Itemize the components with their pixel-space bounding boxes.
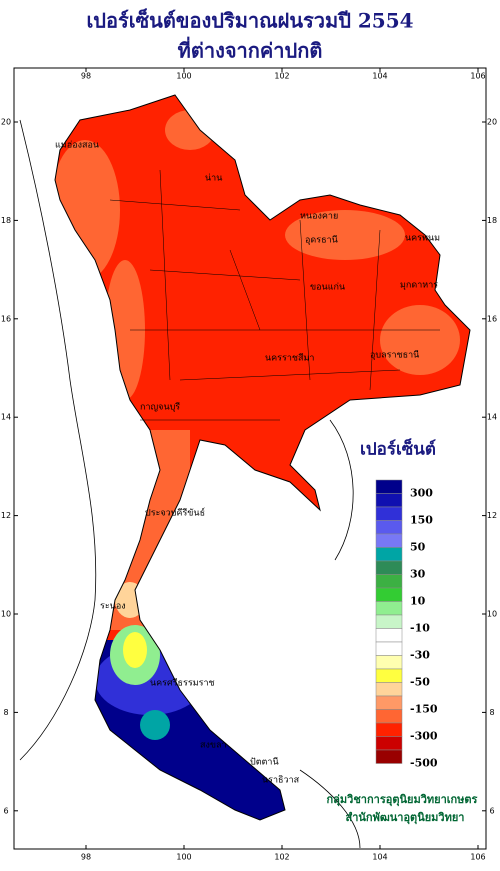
y-tick-label: 14 bbox=[1, 413, 11, 422]
y-tick-label: 10 bbox=[1, 610, 11, 619]
place-label: นครราชสีมา bbox=[265, 353, 314, 364]
place-label: นครศรีธรรมราช bbox=[150, 678, 215, 689]
legend-swatch bbox=[375, 722, 403, 737]
y-tick-label: 18 bbox=[487, 216, 497, 225]
legend-swatch bbox=[375, 682, 403, 697]
y-tick-label: 10 bbox=[487, 610, 497, 619]
x-tick-label: 106 bbox=[470, 853, 485, 862]
place-label: อุดรธานี bbox=[305, 235, 338, 246]
y-tick-label: 16 bbox=[1, 314, 11, 323]
legend-swatch bbox=[375, 628, 403, 643]
legend-swatch bbox=[375, 601, 403, 616]
footer-line: สำนักพัฒนาอุตุนิยมวิทยา bbox=[346, 811, 465, 825]
zone bbox=[100, 430, 190, 630]
legend-swatch bbox=[375, 709, 403, 724]
legend-swatch bbox=[375, 533, 403, 548]
legend-swatch bbox=[375, 506, 403, 521]
legend-swatch bbox=[375, 520, 403, 535]
legend-label: 150 bbox=[410, 514, 433, 527]
y-tick-label: 8 bbox=[489, 708, 494, 717]
legend-label: -30 bbox=[410, 649, 430, 662]
legend-label: 30 bbox=[410, 568, 426, 581]
place-label: ขอนแก่น bbox=[310, 283, 345, 293]
legend-swatch bbox=[375, 560, 403, 575]
y-tick-label: 12 bbox=[487, 511, 497, 520]
place-label: สงขลา bbox=[200, 741, 227, 751]
legend-label: -50 bbox=[410, 676, 430, 689]
x-tick-label: 98 bbox=[81, 72, 91, 81]
legend-label: -300 bbox=[410, 730, 438, 743]
legend-label: 10 bbox=[410, 595, 426, 608]
place-label: หนองคาย bbox=[300, 212, 338, 222]
y-tick-label: 16 bbox=[487, 314, 497, 323]
map-frame bbox=[13, 67, 487, 850]
legend-label: -150 bbox=[410, 703, 438, 716]
y-tick-label: 20 bbox=[487, 118, 497, 127]
legend-swatch bbox=[375, 547, 403, 562]
y-tick-label: 12 bbox=[1, 511, 11, 520]
province-border bbox=[109, 169, 440, 421]
x-tick-label: 102 bbox=[274, 853, 289, 862]
x-tick-label: 98 bbox=[81, 853, 91, 862]
place-label: มุกดาหาร bbox=[400, 281, 438, 291]
title-line: เปอร์เซ็นต์ของปริมาณฝนรวมปี 2554 bbox=[86, 8, 413, 33]
legend-label: 300 bbox=[410, 487, 433, 500]
place-label: แม่ฮ่องสอน bbox=[55, 141, 99, 151]
legend-title: เปอร์เซ็นต์ bbox=[360, 437, 436, 460]
place-labels: แม่ฮ่องสอน น่าน หนองคาย อุดรธานี นครพนม … bbox=[55, 141, 440, 786]
neighbor-border bbox=[19, 119, 361, 849]
zone bbox=[285, 210, 405, 260]
place-label: ปัตตานี bbox=[250, 757, 279, 768]
y-tick-label: 14 bbox=[487, 413, 497, 422]
place-label: น่าน bbox=[205, 174, 222, 184]
place-label: ระนอง bbox=[100, 602, 126, 612]
place-label: นราธิวาส bbox=[262, 775, 300, 786]
legend-swatch bbox=[375, 749, 403, 764]
x-tick-label: 104 bbox=[372, 72, 387, 81]
legend-swatch bbox=[375, 641, 403, 656]
y-tick-label: 8 bbox=[3, 708, 8, 717]
x-tick-label: 100 bbox=[176, 853, 191, 862]
x-tick-label: 106 bbox=[470, 72, 485, 81]
legend-swatch bbox=[375, 493, 403, 508]
zone bbox=[380, 305, 460, 375]
legend-swatch bbox=[375, 574, 403, 589]
x-tick-label: 100 bbox=[176, 72, 191, 81]
zone bbox=[115, 582, 145, 618]
place-label: กาญจนบุรี bbox=[140, 402, 180, 413]
x-tick-label: 102 bbox=[274, 72, 289, 81]
title-line: ที่ต่างจากค่าปกติ bbox=[178, 36, 323, 63]
legend-swatch bbox=[375, 479, 403, 494]
zone bbox=[55, 140, 120, 280]
legend-label: -10 bbox=[410, 622, 430, 635]
x-tick-label: 104 bbox=[372, 853, 387, 862]
place-label: อุบลราชธานี bbox=[370, 350, 419, 361]
legend-swatch bbox=[375, 655, 403, 670]
country-border bbox=[54, 94, 471, 821]
footer-line: กลุ่มวิชาการอุตุนิยมวิทยาเกษตร bbox=[327, 793, 478, 807]
legend-swatch bbox=[375, 614, 403, 629]
legend-swatch bbox=[375, 695, 403, 710]
y-tick-label: 6 bbox=[3, 806, 8, 815]
legend-label: 50 bbox=[410, 541, 426, 554]
y-tick-label: 18 bbox=[1, 216, 11, 225]
legend-swatch bbox=[375, 587, 403, 602]
zone bbox=[123, 632, 147, 668]
y-tick-label: 20 bbox=[1, 118, 11, 127]
legend-swatch bbox=[375, 668, 403, 683]
legend-label: -500 bbox=[410, 757, 438, 770]
place-label: นครพนม bbox=[405, 234, 440, 244]
place-label: ประจวบคีรีขันธ์ bbox=[145, 507, 205, 519]
zone bbox=[140, 710, 170, 740]
y-tick-label: 6 bbox=[489, 806, 494, 815]
legend-swatch bbox=[375, 736, 403, 751]
